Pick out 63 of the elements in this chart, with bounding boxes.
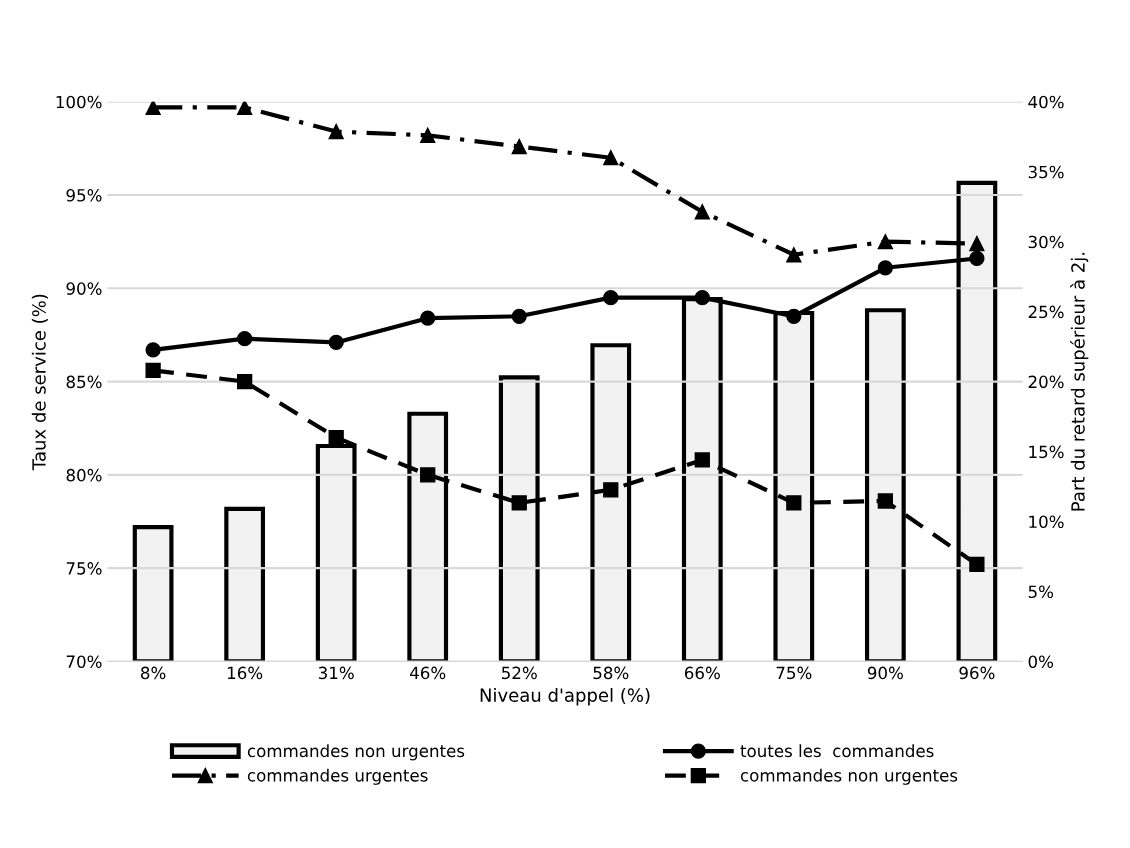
y-tick-label: 70% (66, 655, 102, 669)
point (877, 260, 893, 276)
x-tick-label: 46% (410, 666, 446, 680)
point (603, 290, 619, 306)
y-axis-title: Taux de service (%) (31, 294, 48, 471)
point (694, 204, 710, 220)
y-tick-label: 75% (66, 562, 102, 575)
point (145, 362, 161, 379)
point (786, 308, 802, 324)
y2-tick-label: 0% (1028, 655, 1054, 669)
x-tick-label: 75% (776, 666, 812, 680)
point (603, 150, 619, 166)
legend-label: commandes urgentes (247, 768, 428, 785)
y2-axis-title: Part du retard supérieur à 2j. (1070, 252, 1089, 511)
y2-tick-label: 25% (1028, 305, 1064, 319)
point (511, 495, 527, 511)
x-tick-label: 31% (318, 666, 354, 680)
x-tick-label: 66% (684, 666, 720, 680)
point (145, 101, 161, 115)
y-tick-label: 85% (66, 375, 102, 389)
point (328, 429, 344, 446)
point (237, 331, 253, 347)
y-tick-label: 100% (56, 95, 102, 109)
x-tick-label: 16% (227, 666, 263, 680)
point (420, 127, 436, 143)
x-tick-label: 8% (141, 666, 166, 680)
legend-label: commandes non urgentes (247, 744, 465, 761)
point (420, 467, 436, 483)
point (328, 123, 344, 140)
y2-tick-label: 30% (1028, 235, 1064, 249)
y2-tick-label: 35% (1028, 165, 1064, 179)
y2-tick-label: 5% (1028, 585, 1054, 599)
point (511, 138, 527, 155)
y-tick-label: 95% (66, 189, 102, 202)
point (237, 101, 253, 115)
point (786, 495, 802, 511)
point (420, 310, 436, 326)
legend-label: toutes les commandes (740, 744, 934, 758)
point (603, 482, 619, 498)
point (511, 308, 527, 324)
legend-label: commandes non urgentes (740, 768, 958, 785)
point (877, 493, 893, 509)
y2-tick-label: 20% (1028, 375, 1064, 389)
point (694, 290, 710, 306)
y-tick-label: 90% (66, 282, 102, 295)
x-tick-label: 58% (593, 666, 629, 680)
x-tick-label: 90% (867, 666, 903, 680)
point (969, 250, 985, 267)
x-tick-label: 52% (502, 666, 537, 680)
y2-tick-label: 10% (1029, 515, 1064, 529)
point (969, 235, 985, 252)
y2-tick-label: 40% (1028, 95, 1064, 109)
y2-tick-label: 15% (1029, 445, 1064, 459)
point (694, 452, 710, 468)
x-axis-title: Niveau d'appel (%) (480, 687, 650, 706)
point (145, 342, 161, 358)
point (328, 334, 344, 351)
y-tick-label: 80% (66, 468, 102, 482)
x-tick-label: 96% (959, 666, 995, 680)
point (877, 234, 893, 250)
point (969, 556, 985, 573)
point (237, 373, 253, 390)
point (786, 247, 802, 263)
